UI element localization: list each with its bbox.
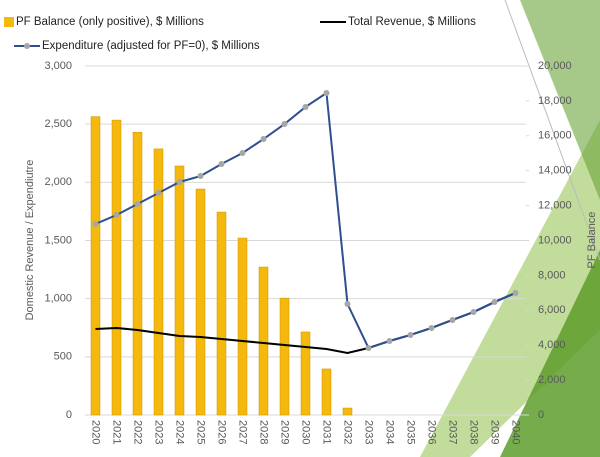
y2-tick-label: 0 bbox=[538, 409, 544, 421]
x-tick-label: 2038 bbox=[468, 420, 480, 444]
x-tick-label: 2024 bbox=[174, 420, 186, 444]
x-tick-label: 2025 bbox=[195, 420, 207, 444]
marker bbox=[218, 160, 225, 167]
x-tick-label: 2021 bbox=[111, 420, 123, 444]
legend-label: Total Revenue, $ Millions bbox=[348, 16, 476, 28]
x-tick-label: 2029 bbox=[279, 420, 291, 444]
y2-tick-label: 4,000 bbox=[538, 339, 566, 351]
legend-marker bbox=[24, 43, 30, 49]
marker bbox=[365, 344, 372, 351]
marker bbox=[260, 136, 267, 143]
x-tick-label: 2034 bbox=[384, 420, 396, 444]
marker bbox=[113, 212, 120, 219]
marker bbox=[386, 338, 393, 345]
marker bbox=[323, 89, 330, 96]
marker bbox=[155, 190, 162, 197]
bar bbox=[111, 119, 122, 416]
bar bbox=[279, 297, 290, 416]
y-tick-label: 1,000 bbox=[44, 293, 72, 305]
marker bbox=[449, 316, 456, 323]
marker bbox=[344, 301, 351, 308]
x-tick-label: 2033 bbox=[363, 420, 375, 444]
bar bbox=[258, 266, 269, 416]
x-tick-label: 2028 bbox=[258, 420, 270, 444]
y2-tick-label: 6,000 bbox=[538, 304, 566, 316]
bar bbox=[195, 188, 206, 416]
legend-swatch bbox=[4, 17, 14, 27]
x-tick-label: 2031 bbox=[321, 420, 333, 444]
y-tick-label: 500 bbox=[54, 351, 72, 363]
marker bbox=[407, 331, 414, 338]
x-tick-label: 2032 bbox=[342, 420, 354, 444]
marker bbox=[281, 121, 288, 128]
y-tick-label: 2,500 bbox=[44, 118, 72, 130]
x-tick-label: 2036 bbox=[426, 420, 438, 444]
bar bbox=[132, 132, 143, 416]
bar bbox=[216, 211, 227, 416]
x-tick-label: 2020 bbox=[90, 420, 102, 444]
y2-tick-label: 20,000 bbox=[538, 60, 572, 72]
bar bbox=[90, 116, 101, 416]
y2-tick-label: 10,000 bbox=[538, 234, 572, 246]
marker bbox=[512, 289, 519, 296]
y2-tick-label: 14,000 bbox=[538, 165, 572, 177]
marker bbox=[197, 173, 204, 180]
marker bbox=[470, 309, 477, 316]
legend-label: PF Balance (only positive), $ Millions bbox=[16, 16, 204, 28]
bar bbox=[300, 331, 311, 416]
y2-tick-label: 12,000 bbox=[538, 200, 572, 212]
marker bbox=[92, 220, 99, 227]
x-tick-label: 2026 bbox=[216, 420, 228, 444]
marker bbox=[491, 299, 498, 306]
x-tick-label: 2040 bbox=[510, 420, 522, 444]
x-tick-label: 2037 bbox=[447, 420, 459, 444]
x-tick-label: 2027 bbox=[237, 420, 249, 444]
legend-label: Expenditure (adjusted for PF=0), $ Milli… bbox=[42, 40, 260, 52]
y2-tick-label: 16,000 bbox=[538, 130, 572, 142]
x-tick-label: 2022 bbox=[132, 420, 144, 444]
y2-tick-label: 8,000 bbox=[538, 269, 566, 281]
y-tick-label: 3,000 bbox=[44, 60, 72, 72]
y-tick-label: 2,000 bbox=[44, 176, 72, 188]
x-tick-label: 2039 bbox=[489, 420, 501, 444]
bar bbox=[174, 165, 185, 416]
bar bbox=[153, 148, 164, 416]
bar bbox=[342, 407, 353, 416]
marker bbox=[134, 200, 141, 207]
y2-tick-label: 2,000 bbox=[538, 374, 566, 386]
x-tick-label: 2023 bbox=[153, 420, 165, 444]
y-tick-label: 0 bbox=[66, 409, 72, 421]
marker bbox=[302, 103, 309, 110]
y-axis-label: Domestic Revenue / Expendiutre bbox=[24, 160, 36, 321]
bar bbox=[237, 237, 248, 416]
marker bbox=[239, 150, 246, 157]
decoration bbox=[420, 0, 600, 457]
y2-tick-label: 18,000 bbox=[538, 95, 572, 107]
marker bbox=[176, 178, 183, 185]
x-tick-label: 2035 bbox=[405, 420, 417, 444]
y-tick-label: 1,500 bbox=[44, 234, 72, 246]
marker bbox=[428, 324, 435, 331]
bar bbox=[321, 368, 332, 416]
y2-axis-label: PF Balance bbox=[586, 212, 598, 269]
x-tick-label: 2030 bbox=[300, 420, 312, 444]
